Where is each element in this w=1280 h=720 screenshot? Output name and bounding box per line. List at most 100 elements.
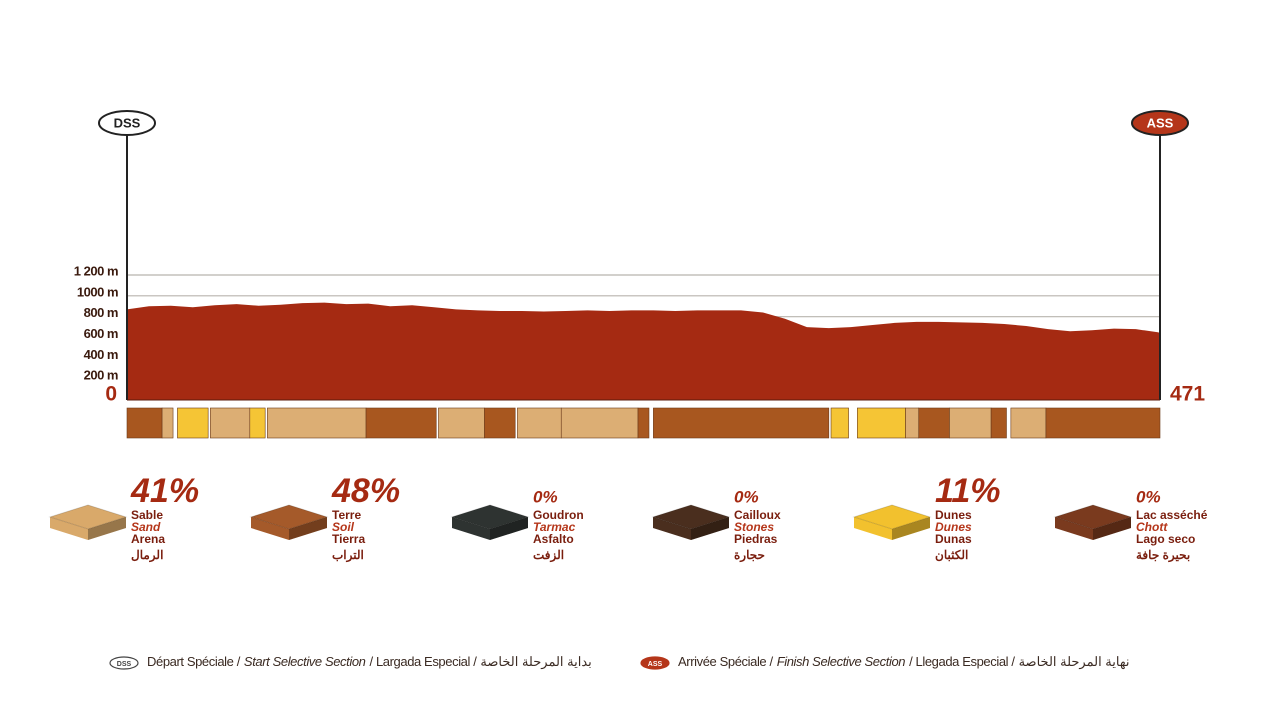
surface-segment <box>560 407 639 439</box>
terrain-share: 0% <box>533 487 558 506</box>
y-tick-label: 200 m <box>84 368 118 383</box>
surface-segment <box>653 407 830 439</box>
footer-part: / Llegada Especial / <box>909 654 1015 669</box>
terrain-icon-top <box>249 504 329 530</box>
terrain-name: حجارة <box>734 548 765 563</box>
marker-badge <box>1131 110 1189 136</box>
terrain-icon-shade <box>88 517 126 540</box>
surface-segment <box>1010 407 1047 439</box>
terrain-name: الرمال <box>131 548 163 563</box>
y-tick-label: 400 m <box>84 347 118 362</box>
surface-segment <box>1045 407 1161 439</box>
terrain-name: Dunes <box>935 520 972 534</box>
terrain-name: Sand <box>131 520 161 534</box>
terrain-name: Lago seco <box>1136 532 1195 546</box>
surface-segment <box>918 407 950 439</box>
footer-badge <box>640 656 670 670</box>
marker-label: DSS <box>114 115 141 130</box>
terrain-icon-left <box>1055 517 1093 540</box>
footer-part: بداية المرحلة الخاصة <box>480 654 591 670</box>
terrain-icon-shade <box>1093 517 1131 540</box>
terrain-name: Asfalto <box>533 532 574 546</box>
terrain-name: الزفت <box>533 548 564 563</box>
terrain-name: بحيرة جافة <box>1136 548 1190 563</box>
surface-segment <box>517 407 562 439</box>
terrain-name: التراب <box>332 548 364 563</box>
y-tick-label: 600 m <box>84 326 118 341</box>
x-tick-label: 0 <box>105 383 117 406</box>
terrain-icon-left <box>653 517 691 540</box>
footer-part: / Largada Especial / <box>370 654 478 669</box>
terrain-icon-top <box>1053 504 1133 530</box>
surface-segment <box>365 407 437 439</box>
terrain-icon-right <box>289 517 327 540</box>
terrain-share: 0% <box>734 487 759 506</box>
terrain-name: Goudron <box>533 508 584 522</box>
x-tick-label: 471 <box>1170 383 1205 406</box>
terrain-icon-left <box>251 517 289 540</box>
surface-segment <box>210 407 251 439</box>
footer-part: Arrivée Spéciale / <box>678 654 773 669</box>
footer-badge-label: DSS <box>117 661 132 668</box>
y-tick-label: 800 m <box>84 305 118 320</box>
surface-segment <box>249 407 266 439</box>
terrain-icon-left <box>854 517 892 540</box>
marker-label: ASS <box>1147 115 1174 130</box>
terrain-name: Chott <box>1136 520 1168 534</box>
terrain-name: Cailloux <box>734 508 781 522</box>
footer-part: Départ Spéciale / <box>147 654 241 669</box>
terrain-icon-top <box>852 504 932 530</box>
terrain-name: Lac asséché <box>1136 508 1208 522</box>
footer-part: نهاية المرحلة الخاصة <box>1019 654 1130 670</box>
surface-segment <box>438 407 485 439</box>
terrain-icon-shade <box>892 517 930 540</box>
terrain-share: 0% <box>1136 487 1161 506</box>
terrain-icon-right <box>490 517 528 540</box>
footer-legend: Arrivée Spéciale / Finish Selective Secti… <box>678 654 1129 670</box>
terrain-icon-shade <box>289 517 327 540</box>
terrain-icon-left <box>452 517 490 540</box>
terrain-icon-right <box>892 517 930 540</box>
terrain-name: Tierra <box>332 532 365 546</box>
terrain-icon-right <box>691 517 729 540</box>
surface-segment <box>637 407 650 439</box>
y-tick-label: 1 200 m <box>74 263 118 278</box>
terrain-name: Arena <box>131 532 165 546</box>
marker-badge <box>98 110 156 136</box>
surface-segment <box>830 407 849 439</box>
terrain-share: 48% <box>331 472 400 510</box>
terrain-share: 11% <box>935 472 1001 510</box>
elevation-area <box>127 302 1160 400</box>
surface-segment <box>484 407 516 439</box>
terrain-icon-top <box>651 504 731 530</box>
surface-segment <box>267 407 367 439</box>
footer-legend: Départ Spéciale / Start Selective Section… <box>147 654 592 670</box>
terrain-icon-top <box>48 504 128 530</box>
terrain-icon-shade <box>490 517 528 540</box>
terrain-name: Sable <box>131 508 163 522</box>
terrain-icon-left <box>50 517 88 540</box>
surface-segment <box>949 407 992 439</box>
terrain-name: الكثبان <box>935 548 968 562</box>
terrain-icon-right <box>88 517 126 540</box>
surface-segment <box>126 407 163 439</box>
terrain-name: Tarmac <box>533 520 576 534</box>
terrain-name: Dunes <box>935 508 972 522</box>
surface-segment <box>177 407 209 439</box>
footer-badge <box>109 656 139 670</box>
terrain-icon-shade <box>691 517 729 540</box>
terrain-name: Piedras <box>734 532 778 546</box>
y-tick-label: 1000 m <box>77 284 118 299</box>
terrain-name: Stones <box>734 520 774 534</box>
surface-segment <box>857 407 906 439</box>
surface-segment <box>905 407 920 439</box>
surface-segment <box>990 407 1007 439</box>
footer-part: Start Selective Section <box>244 654 366 669</box>
terrain-name: Dunas <box>935 532 972 546</box>
